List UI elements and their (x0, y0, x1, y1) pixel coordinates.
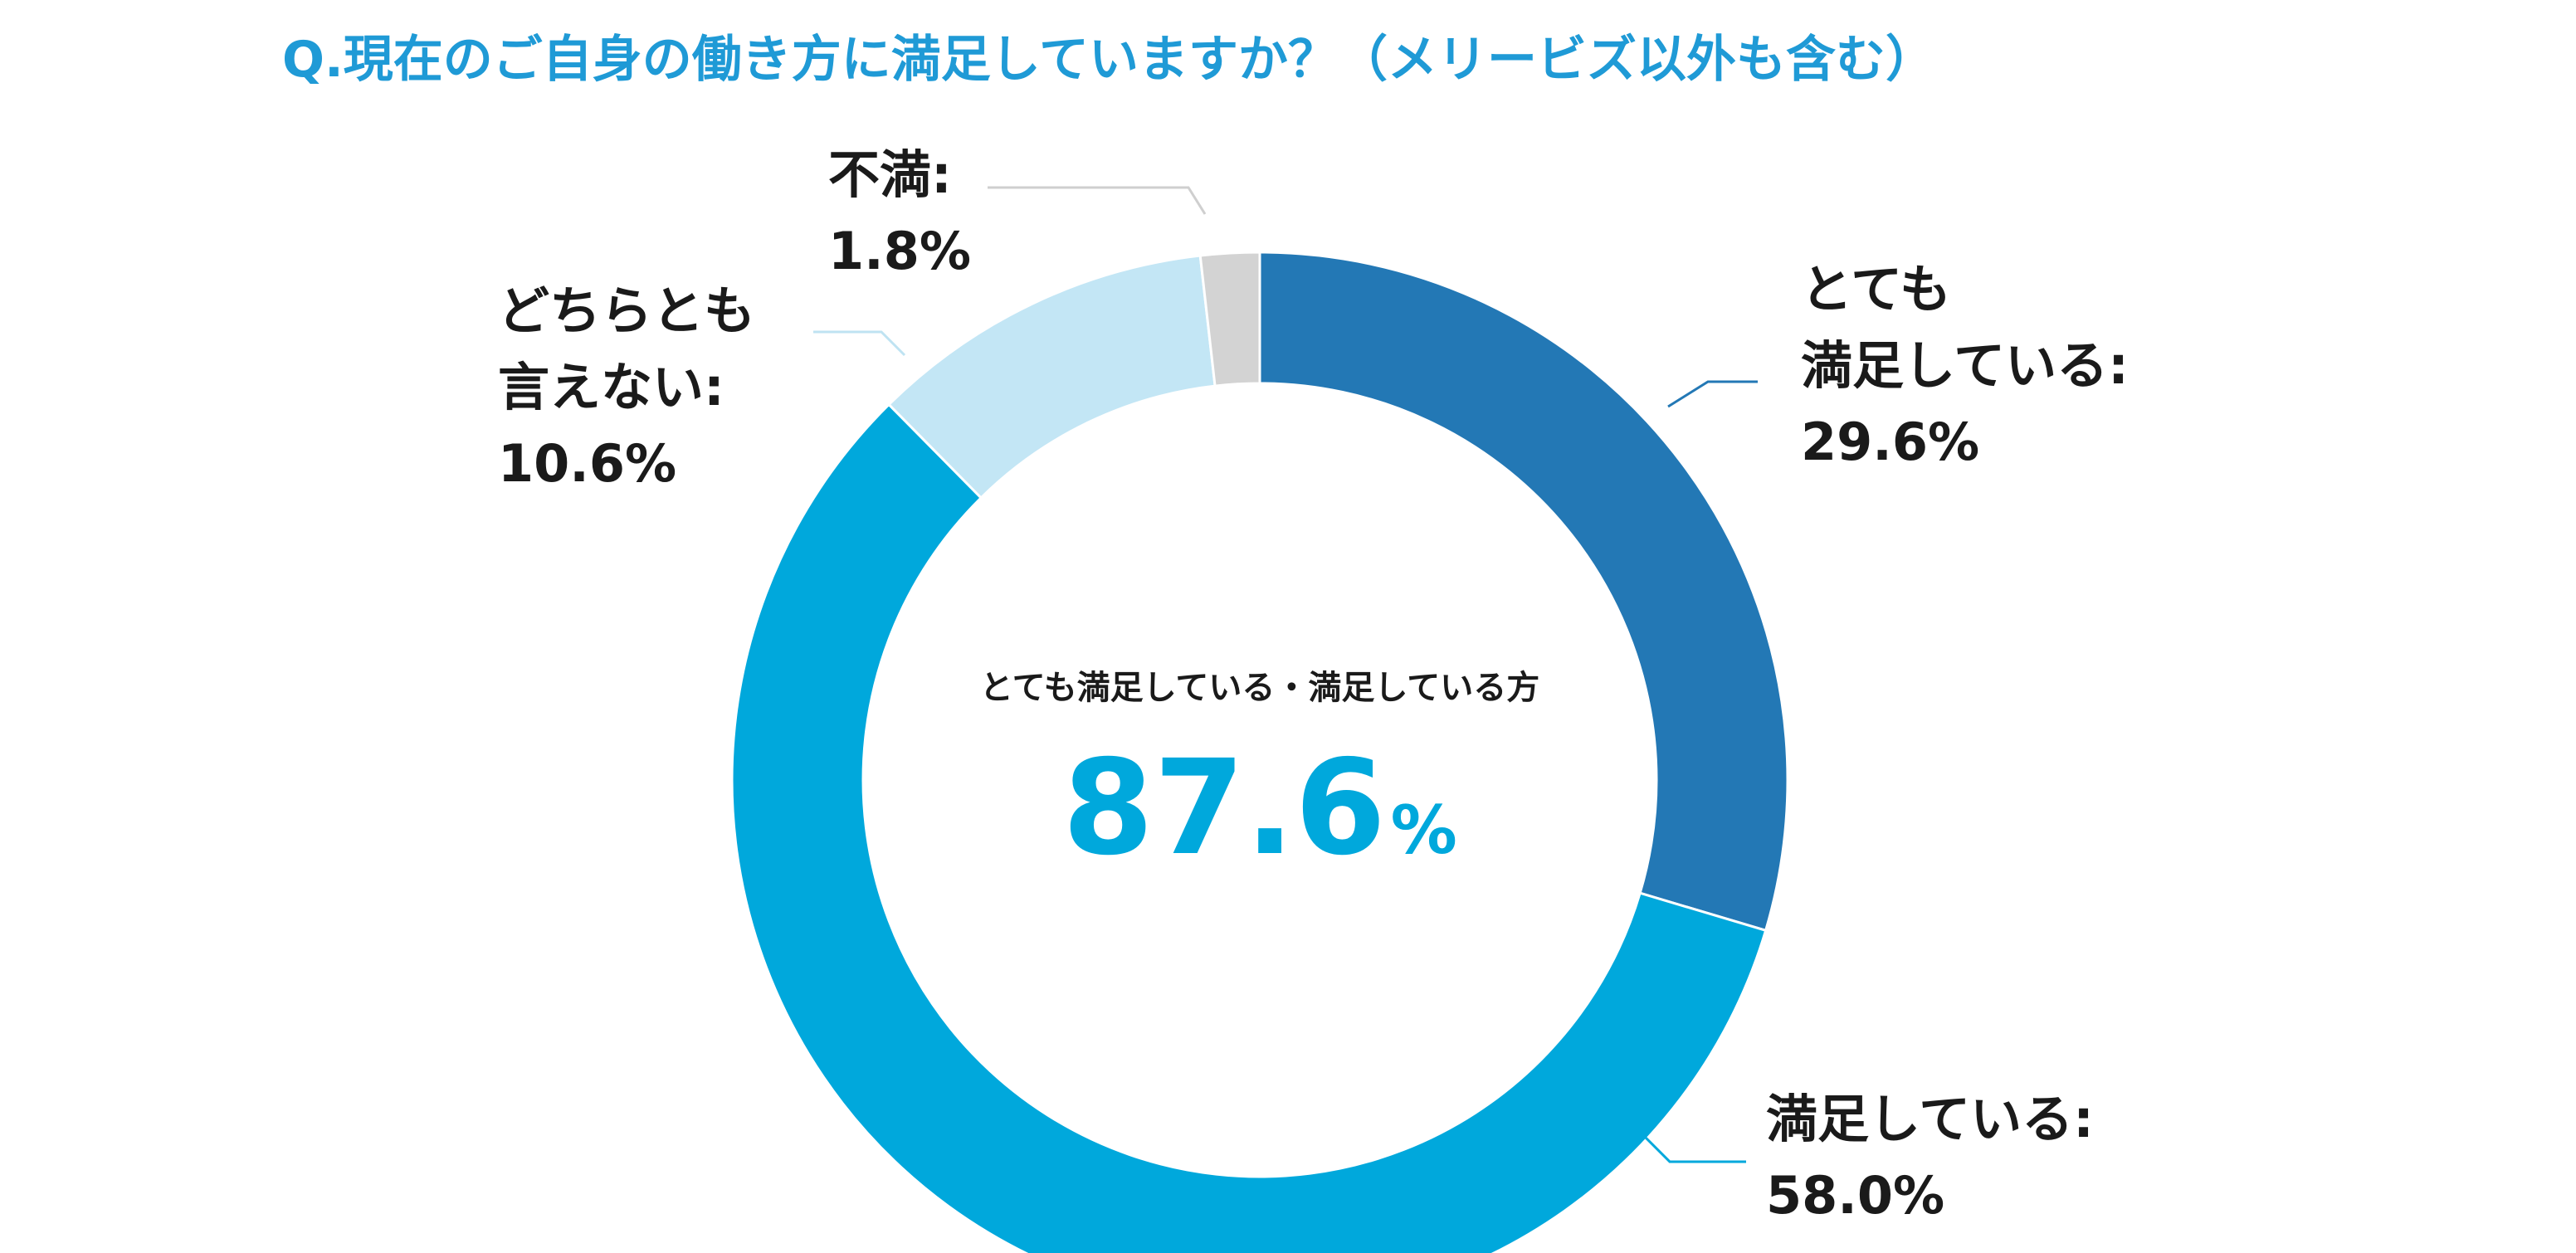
slice-very-satisfied (1258, 251, 1789, 933)
center-value-number: 87.6 (1062, 732, 1386, 885)
donut-slices (730, 251, 1789, 1253)
center-value: 87.6 % (1062, 732, 1457, 885)
leader-line-very-satisfied (1667, 380, 1758, 408)
leader-line-neutral (813, 330, 906, 357)
slice-value-dissatisfied: 1.8% (828, 221, 971, 281)
chart-title: Q.現在のご自身の働き方に満足していますか？（メリービズ以外も含む） (282, 31, 1935, 89)
leader-lines (813, 186, 1758, 1163)
slice-label-very-satisfied: とても (1801, 259, 1951, 319)
leader-line-satisfied (1618, 1110, 1746, 1163)
slice-value-very-satisfied: 29.6% (1801, 412, 1979, 472)
center-summary: とても満足している・満足している方 87.6 % (980, 669, 1539, 885)
slice-label-dissatisfied: 不満: (828, 144, 952, 205)
slice-value-neutral: 10.6% (498, 433, 676, 494)
center-label: とても満足している・満足している方 (980, 669, 1539, 707)
slice-label-very-satisfied: 満足している: (1801, 335, 2129, 396)
slice-label-neutral: どちらとも (498, 280, 755, 341)
slice-satisfied (730, 402, 1768, 1253)
slice-value-satisfied: 58.0% (1766, 1165, 1944, 1226)
center-value-unit: % (1391, 792, 1457, 869)
leader-line-dissatisfied (988, 186, 1207, 215)
slice-dissatisfied (1198, 251, 1261, 388)
slice-label-satisfied: 満足している: (1766, 1089, 2094, 1149)
slice-label-neutral: 言えない: (498, 357, 724, 417)
